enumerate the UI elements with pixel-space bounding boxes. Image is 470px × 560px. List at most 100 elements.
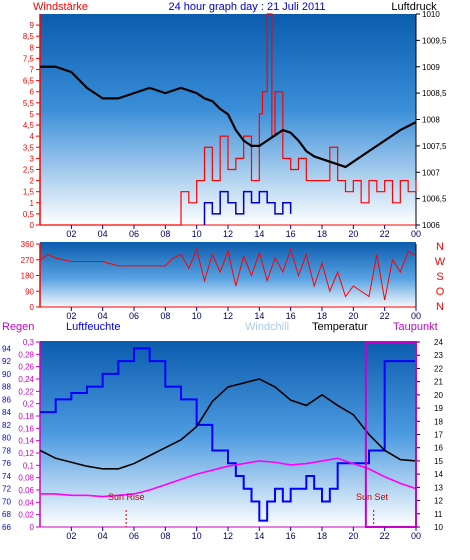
bottom-x-tick-label: 02: [66, 531, 76, 541]
top-x-tick-label: 10: [192, 229, 202, 239]
dir-y-tick-label: 360: [21, 240, 35, 249]
pressure-y-tick-label: 1008: [422, 116, 440, 125]
wind-y-tick-label: 0,5: [23, 210, 35, 219]
compass-label: O: [436, 286, 445, 298]
wind-y-tick-label: 8: [30, 43, 35, 52]
bottom-x-tick-label: 14: [254, 531, 264, 541]
wind-y-tick-label: 7,5: [23, 54, 35, 63]
mid-x-tick-label: 06: [129, 311, 139, 321]
wind-y-tick-label: 3,5: [23, 143, 35, 152]
pressure-y-tick-label: 1006: [422, 221, 440, 230]
rain-y-tick-label: 0,12: [18, 449, 34, 458]
series-pressure-line: [40, 65, 417, 169]
temp-y-tick-label: 11: [434, 510, 443, 519]
dir-y-tick-label: 180: [21, 272, 35, 281]
series-direction-line: [39, 247, 417, 301]
wind-y-tick-label: 1: [30, 199, 35, 208]
series-gust-line: [203, 190, 292, 225]
rain-y-tick-label: 0,04: [18, 498, 34, 507]
wind-y-tick-label: 0: [30, 221, 35, 230]
compass-label: W: [435, 256, 446, 268]
humidity-y-tick-label: 68: [2, 510, 11, 519]
pressure-y-tick-label: 1010: [422, 10, 440, 19]
rain-y-tick-label: 0,16: [18, 424, 34, 433]
pressure-y-tick-label: 1007,5: [422, 142, 447, 151]
humidity-y-tick-label: 84: [2, 408, 11, 417]
wind-y-tick-label: 2,5: [23, 165, 35, 174]
wind-y-tick-label: 5: [30, 110, 35, 119]
wind-y-tick-label: 5,5: [23, 99, 35, 108]
humidity-y-tick-label: 92: [2, 357, 11, 366]
series-humidity-line: [40, 347, 417, 522]
bottom-x-tick-label: 20: [348, 531, 358, 541]
top-x-tick-label: 16: [286, 229, 296, 239]
wind-y-tick-label: 7: [30, 66, 35, 75]
mid-x-tick-label: 22: [380, 311, 390, 321]
mid-x-tick-label: 18: [317, 311, 327, 321]
wind-axis-title: Windstärke: [33, 1, 88, 13]
rain-y-tick-label: 0,02: [18, 511, 34, 520]
humidity-y-tick-label: 86: [2, 395, 11, 404]
rain-y-tick-label: 0,1: [23, 461, 35, 470]
pressure-y-tick-label: 1009: [422, 63, 440, 72]
series-dewpoint-line: [40, 457, 417, 498]
legend-luftfeuchte: Luftfeuchte: [66, 321, 120, 333]
humidity-y-tick-label: 94: [2, 344, 11, 353]
pressure-y-tick-label: 1006,5: [422, 195, 447, 204]
bottom-x-tick-label: 06: [129, 531, 139, 541]
legend-temperatur: Temperatur: [312, 321, 368, 333]
temp-y-tick-label: 22: [434, 364, 443, 373]
series-temperature-line: [39, 378, 417, 470]
temp-y-tick-label: 24: [434, 338, 443, 347]
legend-taupunkt: Taupunkt: [393, 321, 438, 333]
temp-y-tick-label: 14: [434, 470, 443, 479]
wind-y-tick-label: 8,5: [23, 32, 35, 41]
temp-y-tick-label: 15: [434, 457, 443, 466]
sun-set-label: Sun Set: [356, 492, 389, 502]
temp-y-tick-label: 23: [434, 351, 443, 360]
mid-x-tick-label: 08: [160, 311, 170, 321]
chart-title: 24 hour graph day : 21 Juli 2011: [169, 1, 326, 13]
wind-y-tick-label: 6: [30, 88, 35, 97]
bottom-x-tick-label: 04: [98, 531, 108, 541]
pressure-y-tick-label: 1008,5: [422, 89, 447, 98]
top-panel: 00,511,522,533,544,555,566,577,588,59100…: [23, 10, 447, 239]
top-x-tick-label: 22: [380, 229, 390, 239]
wind-y-tick-label: 3: [30, 154, 35, 163]
wind-y-tick-label: 9: [30, 21, 35, 30]
pressure-y-tick-label: 1009,5: [422, 36, 447, 45]
top-x-tick-label: 06: [129, 229, 139, 239]
temp-y-tick-label: 18: [434, 417, 443, 426]
wind-y-tick-label: 1,5: [23, 188, 35, 197]
mid-x-tick-label: 02: [66, 311, 76, 321]
top-x-tick-label: 02: [66, 229, 76, 239]
rain-y-tick-label: 0,06: [18, 486, 34, 495]
mid-x-tick-label: 10: [192, 311, 202, 321]
rain-frame: [364, 341, 418, 528]
humidity-y-tick-label: 80: [2, 434, 11, 443]
compass-label: N: [436, 301, 444, 313]
bottom-x-tick-label: 16: [286, 531, 296, 541]
bottom-x-tick-label: 12: [223, 531, 233, 541]
wind-y-tick-label: 4: [30, 132, 35, 141]
rain-y-tick-label: 0,18: [18, 412, 34, 421]
pressure-y-tick-label: 1007: [422, 168, 440, 177]
legend-regen: Regen: [2, 321, 34, 333]
pressure-axis-title: Luftdruck: [391, 1, 437, 13]
temp-y-tick-label: 16: [434, 444, 443, 453]
temp-y-tick-label: 20: [434, 391, 443, 400]
mid-x-tick-label: 12: [223, 311, 233, 321]
bottom-panel: 66 68 70 72 74 76 78 80 82 84 86 88 90 92 94 0 0,02 0,04 0…: [2, 338, 443, 541]
top-x-tick-label: 12: [223, 229, 233, 239]
humidity-y-tick-label: 74: [2, 472, 11, 481]
legend-windchill: Windchill: [245, 321, 289, 333]
mid-x-tick-label: 14: [254, 311, 264, 321]
top-x-tick-label: 14: [254, 229, 264, 239]
top-x-tick-label: 18: [317, 229, 327, 239]
mid-x-tick-label: 04: [98, 311, 108, 321]
bottom-x-tick-label: 00: [411, 531, 421, 541]
humidity-y-tick-label: 88: [2, 383, 11, 392]
humidity-y-tick-label: 90: [2, 370, 11, 379]
rain-y-tick-label: 0: [30, 523, 35, 532]
